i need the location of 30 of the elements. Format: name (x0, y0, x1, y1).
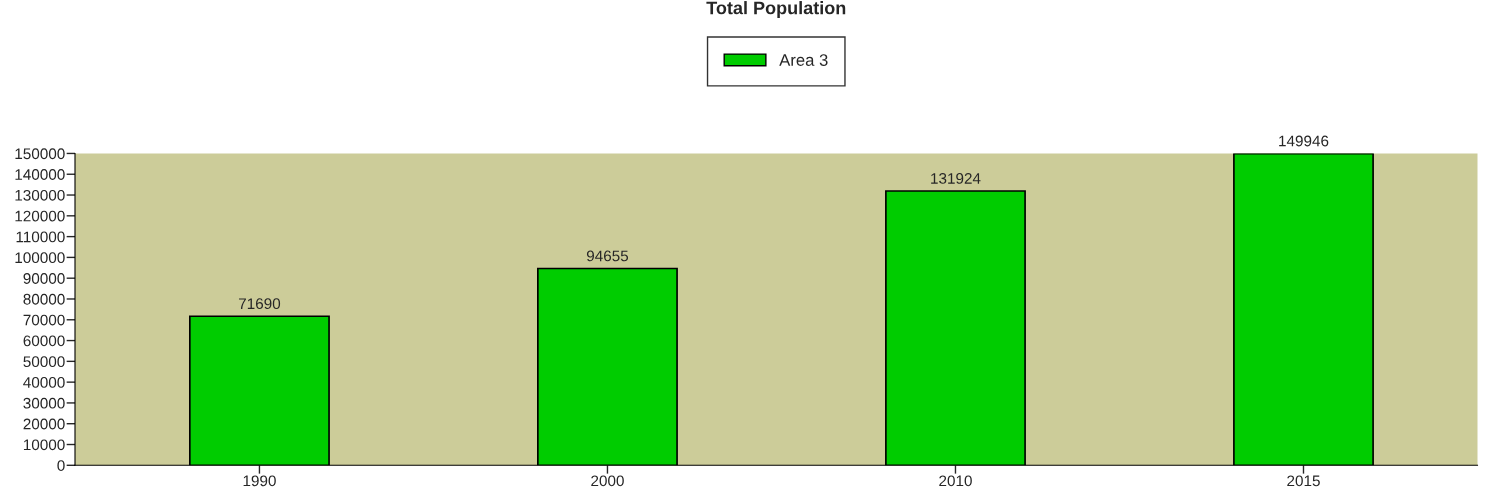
data-label: 149946 (1279, 135, 1329, 147)
y-tick-label: 140000 (15, 169, 65, 180)
y-tick-label: 50000 (23, 356, 65, 368)
y-tick-label: 120000 (15, 210, 65, 222)
y-tick-label: 100000 (15, 252, 65, 264)
bar (189, 315, 330, 466)
x-tick-label: 1990 (243, 475, 276, 487)
data-label: 94655 (586, 250, 629, 262)
bar (537, 267, 678, 466)
y-tick-label: 0 (57, 460, 65, 471)
y-tick-label: 60000 (23, 335, 65, 347)
y-tick-label: 90000 (23, 273, 65, 284)
bar (1233, 153, 1374, 466)
y-tick-label: 30000 (23, 397, 65, 409)
x-tick-label: 2015 (1287, 475, 1320, 487)
y-tick-label: 150000 (15, 148, 65, 160)
y-tick-label: 40000 (23, 377, 65, 388)
y-tick-label: 20000 (23, 418, 65, 430)
legend-label: Area 3 (779, 54, 828, 66)
data-label: 131924 (931, 173, 981, 184)
y-tick-label: 110000 (16, 231, 65, 243)
y-tick-label: 10000 (23, 439, 65, 451)
data-label: 71690 (238, 298, 281, 310)
bar (885, 190, 1026, 466)
chart-title: Total Population (706, 1, 846, 18)
x-tick-label: 2010 (939, 475, 972, 487)
x-tick-label: 2000 (591, 475, 624, 487)
y-tick-label: 130000 (15, 189, 65, 201)
y-tick-label: 80000 (23, 293, 65, 305)
y-tick-label: 70000 (23, 314, 65, 326)
